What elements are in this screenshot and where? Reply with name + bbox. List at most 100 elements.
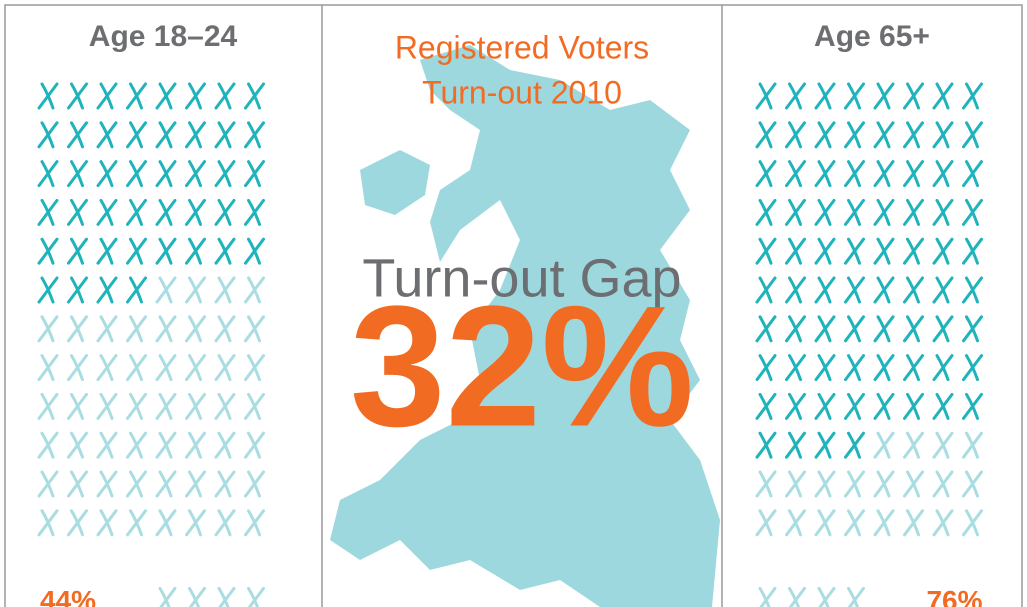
voter-mark	[214, 160, 236, 188]
voter-mark	[785, 354, 806, 382]
percent-label: 44%	[40, 585, 96, 607]
voter-mark	[873, 237, 895, 265]
voter-mark	[814, 237, 836, 265]
voter-mark	[932, 354, 954, 382]
voter-mark	[962, 198, 983, 226]
voter-mark	[244, 82, 265, 110]
voter-mark	[755, 160, 777, 188]
voter-mark	[785, 237, 806, 265]
voter-mark	[37, 198, 59, 226]
non-voter-mark	[96, 354, 118, 382]
gap-label: Turn-out Gap	[362, 248, 681, 308]
non-voter-mark	[96, 431, 118, 459]
non-voter-mark	[903, 509, 924, 537]
non-voter-mark	[244, 392, 265, 420]
voter-mark	[903, 237, 924, 265]
non-voter-mark	[96, 392, 118, 420]
voter-mark	[785, 392, 806, 420]
non-voter-mark	[214, 431, 236, 459]
wales-map	[330, 45, 720, 607]
voter-mark	[96, 237, 118, 265]
non-voter-mark	[185, 431, 206, 459]
non-voter-mark	[214, 392, 236, 420]
voter-mark	[37, 237, 59, 265]
non-voter-mark	[37, 509, 59, 537]
non-voter-mark	[244, 431, 265, 459]
non-voter-mark	[67, 431, 88, 459]
voter-mark	[903, 160, 924, 188]
voter-mark	[844, 82, 865, 110]
voter-mark	[155, 198, 177, 226]
voter-mark	[785, 315, 806, 343]
non-voter-mark	[247, 586, 265, 607]
voter-mark	[844, 237, 865, 265]
voter-mark	[155, 82, 177, 110]
voter-mark	[126, 160, 147, 188]
voter-mark	[962, 276, 983, 304]
non-voter-mark	[785, 509, 806, 537]
voter-mark	[755, 392, 777, 420]
non-voter-mark	[817, 586, 836, 607]
voter-mark	[844, 315, 865, 343]
non-voter-mark	[873, 509, 895, 537]
non-voter-mark	[217, 586, 236, 607]
voter-mark	[126, 237, 147, 265]
non-voter-mark	[962, 509, 983, 537]
voter-mark	[785, 198, 806, 226]
voter-mark	[755, 354, 777, 382]
non-voter-mark	[244, 470, 265, 498]
voter-mark	[126, 276, 147, 304]
voter-mark	[126, 198, 147, 226]
non-voter-mark	[873, 470, 895, 498]
non-voter-mark	[155, 509, 177, 537]
voter-mark	[214, 198, 236, 226]
non-voter-mark	[962, 470, 983, 498]
voter-mark	[785, 276, 806, 304]
voter-mark	[962, 237, 983, 265]
voter-mark	[814, 392, 836, 420]
voter-mark	[873, 160, 895, 188]
non-voter-mark	[155, 315, 177, 343]
voter-mark	[814, 315, 836, 343]
non-voter-mark	[244, 276, 265, 304]
voter-mark	[814, 198, 836, 226]
percent-label: 76%	[926, 585, 982, 607]
voter-mark	[67, 82, 88, 110]
voter-mark	[244, 198, 265, 226]
voter-mark	[214, 82, 236, 110]
non-voter-mark	[96, 315, 118, 343]
voter-mark	[755, 121, 777, 149]
voter-mark	[785, 160, 806, 188]
voter-mark	[844, 121, 865, 149]
non-voter-mark	[244, 315, 265, 343]
voter-mark	[185, 198, 206, 226]
non-voter-mark	[67, 509, 88, 537]
non-voter-mark	[185, 392, 206, 420]
voter-mark	[755, 237, 777, 265]
non-voter-mark	[37, 315, 59, 343]
voter-mark	[873, 276, 895, 304]
voter-mark	[962, 121, 983, 149]
voter-mark	[755, 82, 777, 110]
non-voter-mark	[155, 276, 177, 304]
voter-mark	[873, 315, 895, 343]
border	[4, 4, 1023, 607]
voter-mark	[932, 121, 954, 149]
non-voter-mark	[37, 431, 59, 459]
gap-value: 32%	[350, 270, 694, 462]
non-voter-mark	[785, 470, 806, 498]
voter-mark	[96, 121, 118, 149]
non-voter-mark	[126, 509, 147, 537]
voter-mark	[814, 160, 836, 188]
voter-mark	[814, 431, 836, 459]
voter-mark	[37, 121, 59, 149]
non-voter-mark	[244, 354, 265, 382]
non-voter-mark	[932, 431, 954, 459]
voter-mark	[932, 198, 954, 226]
voter-mark	[932, 392, 954, 420]
non-voter-mark	[155, 431, 177, 459]
non-voter-mark	[96, 509, 118, 537]
non-voter-mark	[155, 392, 177, 420]
title-line: Turn-out 2010	[422, 74, 622, 110]
non-voter-mark	[814, 470, 836, 498]
